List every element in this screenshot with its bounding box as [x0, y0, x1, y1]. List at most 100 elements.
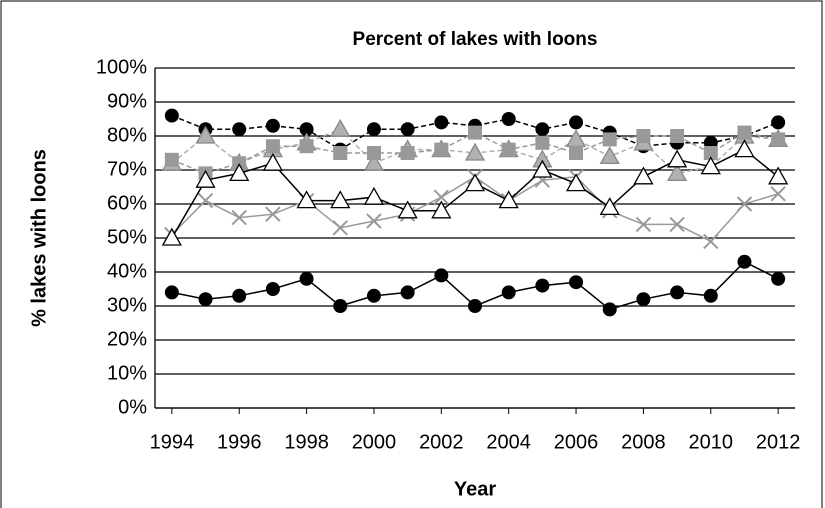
point — [468, 299, 482, 313]
point — [666, 149, 688, 168]
point — [700, 156, 721, 175]
point — [771, 271, 786, 286]
point — [231, 209, 247, 226]
point — [602, 132, 617, 147]
y-tick-label: 40% — [107, 260, 147, 282]
point — [532, 159, 553, 178]
point — [736, 196, 753, 212]
point — [737, 125, 752, 140]
point — [265, 282, 280, 296]
x-axis-label: Year — [454, 478, 496, 500]
chart-title: Percent of lakes with loons — [353, 29, 598, 50]
point — [464, 142, 486, 161]
point — [599, 197, 620, 216]
point — [565, 173, 587, 192]
point — [670, 129, 685, 143]
point — [332, 220, 348, 236]
point — [636, 129, 651, 143]
point — [195, 125, 216, 144]
point — [737, 254, 752, 269]
point — [330, 118, 351, 137]
point — [635, 216, 652, 233]
point — [535, 122, 550, 137]
point — [161, 227, 182, 246]
x-tick-label: 2012 — [756, 431, 801, 453]
point — [366, 122, 381, 137]
point — [569, 146, 584, 160]
y-tick-label: 10% — [107, 362, 147, 384]
x-tick-label: 1998 — [284, 431, 329, 453]
point — [164, 108, 179, 123]
point — [434, 142, 449, 157]
point — [363, 186, 385, 205]
x-tick-label: 1994 — [150, 431, 195, 453]
point — [397, 200, 418, 219]
point — [232, 288, 247, 303]
point — [599, 146, 620, 165]
y-tick-label: 30% — [107, 294, 147, 316]
y-tick-label: 60% — [107, 192, 147, 214]
point — [265, 118, 280, 133]
y-tick-label: 70% — [107, 158, 147, 180]
y-tick-label: 0% — [118, 396, 147, 418]
point — [164, 285, 179, 300]
y-axis-label: % lakes with loons — [28, 149, 50, 327]
point — [431, 200, 452, 219]
point — [703, 233, 719, 250]
point — [400, 285, 415, 300]
x-tick-label: 2006 — [554, 431, 599, 453]
point — [333, 299, 348, 313]
point — [265, 206, 281, 222]
point — [771, 115, 786, 130]
point — [232, 122, 247, 137]
point — [299, 271, 314, 286]
y-tick-label: 20% — [107, 328, 147, 350]
point — [535, 135, 550, 150]
point — [771, 132, 786, 147]
x-tick-label: 1996 — [217, 431, 262, 453]
x-tick-label: 2004 — [486, 431, 531, 453]
point — [195, 169, 216, 188]
point — [400, 122, 415, 137]
point — [501, 112, 516, 126]
point — [299, 122, 314, 137]
point — [569, 115, 584, 130]
point — [669, 216, 685, 233]
point — [198, 292, 213, 307]
point — [363, 152, 385, 171]
point — [400, 146, 415, 160]
point — [535, 278, 550, 293]
point — [296, 190, 317, 209]
point — [229, 163, 250, 182]
y-tick-label: 50% — [107, 226, 147, 248]
point — [633, 166, 654, 185]
point — [164, 152, 179, 167]
point — [703, 146, 718, 160]
x-tick-label: 2008 — [621, 431, 666, 453]
point — [498, 190, 519, 209]
point — [262, 152, 284, 171]
point — [703, 288, 718, 303]
point — [666, 163, 688, 182]
point — [197, 192, 214, 209]
point — [468, 125, 482, 140]
point — [265, 139, 280, 154]
y-tick-label: 90% — [107, 90, 147, 112]
point — [464, 173, 486, 192]
point — [602, 302, 617, 317]
point — [366, 146, 381, 160]
point — [501, 142, 516, 157]
x-tick-label: 2000 — [352, 431, 397, 453]
x-tick-label: 2010 — [689, 431, 734, 453]
point — [299, 139, 314, 154]
point — [770, 186, 786, 202]
point — [434, 115, 449, 130]
point — [501, 285, 516, 300]
point — [330, 190, 351, 209]
point — [569, 275, 584, 290]
point — [768, 166, 789, 185]
x-tick-label: 2002 — [419, 431, 464, 453]
point — [366, 213, 382, 229]
